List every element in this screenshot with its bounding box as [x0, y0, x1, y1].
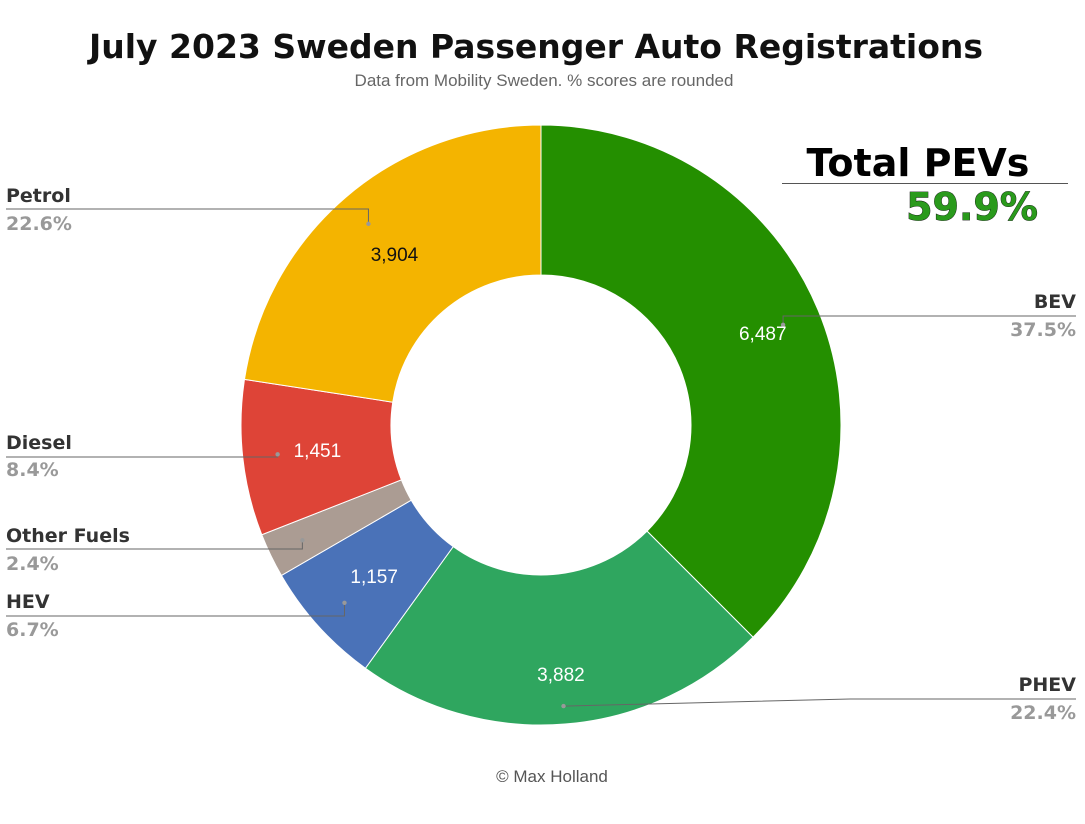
leader-dot-hev [342, 600, 347, 605]
slice-bev [540, 124, 842, 638]
value-label-petrol: 3,904 [371, 245, 419, 266]
category-label-hev: HEV [6, 591, 50, 613]
category-labels: BEV 37.5% PHEV 22.4% HEV 6.7% Other Fuels 2.4% D… [6, 185, 1076, 724]
leader-dot-petrol [366, 221, 371, 227]
total-pev-callout: Total PEVs 59.9% [782, 141, 1068, 229]
percent-label-bev: 37.5% [1010, 319, 1076, 341]
donut-slices [240, 124, 842, 726]
percent-label-other-fuels: 2.4% [6, 553, 59, 575]
leader-line-diesel [6, 454, 279, 458]
callout-title: Total PEVs [807, 141, 1030, 185]
slice-petrol [243, 124, 542, 403]
chart-footer: © Max Holland [496, 767, 608, 786]
value-label-bev: 6,487 [739, 324, 787, 345]
leader-line-petrol [6, 208, 369, 224]
callout-value: 59.9% [906, 185, 1038, 229]
leader-dot-bev [780, 322, 786, 327]
category-label-diesel: Diesel [6, 432, 72, 454]
slice-phev [364, 530, 754, 726]
percent-label-petrol: 22.6% [6, 213, 72, 235]
leader-line-hev [6, 602, 345, 617]
leader-line-other-fuels [6, 540, 303, 550]
chart-title: July 2023 Sweden Passenger Auto Registra… [87, 27, 983, 66]
value-labels: 6,487 3,882 1,157 1,451 3,904 [294, 245, 787, 686]
leader-dot-other-fuels [300, 538, 305, 543]
value-label-diesel: 1,451 [294, 441, 342, 462]
category-label-petrol: Petrol [6, 185, 71, 207]
percent-label-phev: 22.4% [1010, 702, 1076, 724]
leader-line-bev [782, 315, 1076, 325]
percent-label-hev: 6.7% [6, 619, 59, 641]
chart-subtitle: Data from Mobility Sweden. % scores are … [355, 71, 734, 90]
category-label-phev: PHEV [1018, 674, 1076, 696]
value-label-phev: 3,882 [537, 665, 585, 686]
leader-dot-diesel [275, 452, 280, 457]
percent-label-diesel: 8.4% [6, 459, 59, 481]
value-label-hev: 1,157 [350, 567, 398, 588]
leader-dot-phev [561, 703, 566, 709]
category-label-other-fuels: Other Fuels [6, 525, 130, 547]
category-label-bev: BEV [1034, 291, 1076, 313]
leader-line-phev [563, 698, 1076, 707]
leader-lines [6, 208, 1076, 709]
